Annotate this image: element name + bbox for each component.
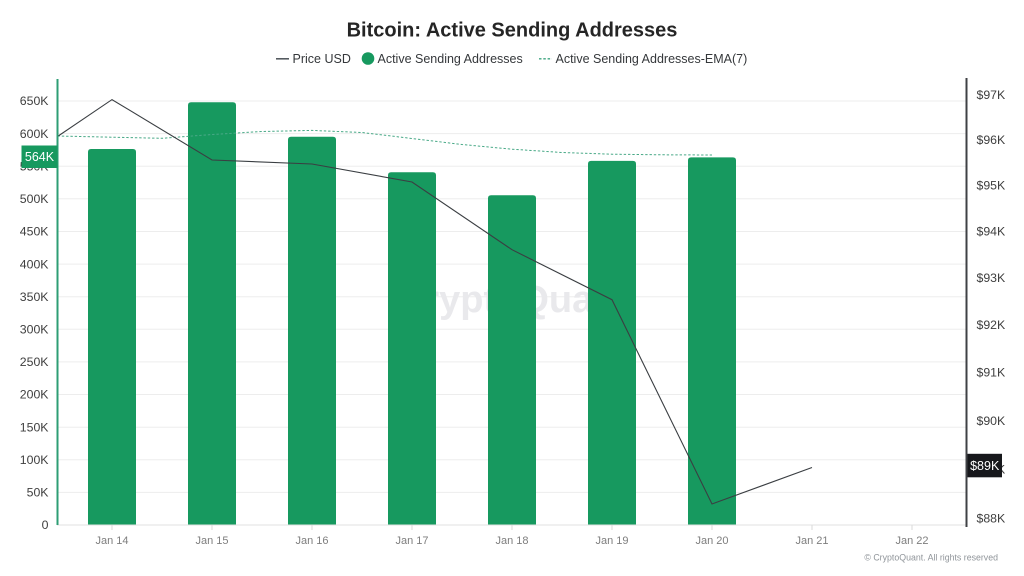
svg-text:450K: 450K [20, 225, 50, 239]
svg-text:300K: 300K [20, 323, 50, 337]
svg-text:$89K: $89K [970, 459, 1000, 473]
svg-text:Jan 17: Jan 17 [395, 535, 428, 547]
svg-text:250K: 250K [20, 355, 50, 369]
svg-text:200K: 200K [20, 388, 50, 402]
svg-text:Active Sending Addresses-EMA(7: Active Sending Addresses-EMA(7) [556, 52, 748, 66]
svg-text:Jan 19: Jan 19 [595, 535, 628, 547]
svg-text:100K: 100K [20, 453, 50, 467]
svg-text:Jan 20: Jan 20 [695, 535, 728, 547]
svg-text:350K: 350K [20, 290, 50, 304]
svg-text:$97K: $97K [977, 88, 1007, 102]
svg-text:$95K: $95K [977, 179, 1007, 193]
svg-text:500K: 500K [20, 192, 50, 206]
svg-text:650K: 650K [20, 94, 50, 108]
svg-text:150K: 150K [20, 420, 50, 434]
svg-text:0: 0 [42, 518, 49, 532]
svg-text:Bitcoin: Active Sending Addres: Bitcoin: Active Sending Addresses [347, 20, 678, 42]
svg-text:Jan 18: Jan 18 [495, 535, 528, 547]
svg-text:$94K: $94K [977, 225, 1007, 239]
svg-text:$90K: $90K [977, 414, 1007, 428]
svg-text:© CryptoQuant. All rights rese: © CryptoQuant. All rights reserved [864, 553, 998, 563]
svg-text:Price USD: Price USD [293, 52, 351, 66]
svg-text:$88K: $88K [977, 512, 1007, 526]
svg-text:Active Sending Addresses: Active Sending Addresses [378, 52, 523, 66]
svg-text:50K: 50K [27, 486, 50, 500]
svg-text:564K: 564K [25, 150, 55, 164]
svg-text:$96K: $96K [977, 133, 1007, 147]
svg-text:$93K: $93K [977, 271, 1007, 285]
svg-text:Jan 15: Jan 15 [195, 535, 228, 547]
svg-text:600K: 600K [20, 127, 50, 141]
svg-text:Jan 21: Jan 21 [795, 535, 828, 547]
svg-text:$92K: $92K [977, 318, 1007, 332]
svg-text:Jan 22: Jan 22 [895, 535, 928, 547]
svg-text:400K: 400K [20, 257, 50, 271]
svg-text:Jan 16: Jan 16 [295, 535, 328, 547]
svg-text:$91K: $91K [977, 366, 1007, 380]
svg-text:Jan 14: Jan 14 [95, 535, 128, 547]
